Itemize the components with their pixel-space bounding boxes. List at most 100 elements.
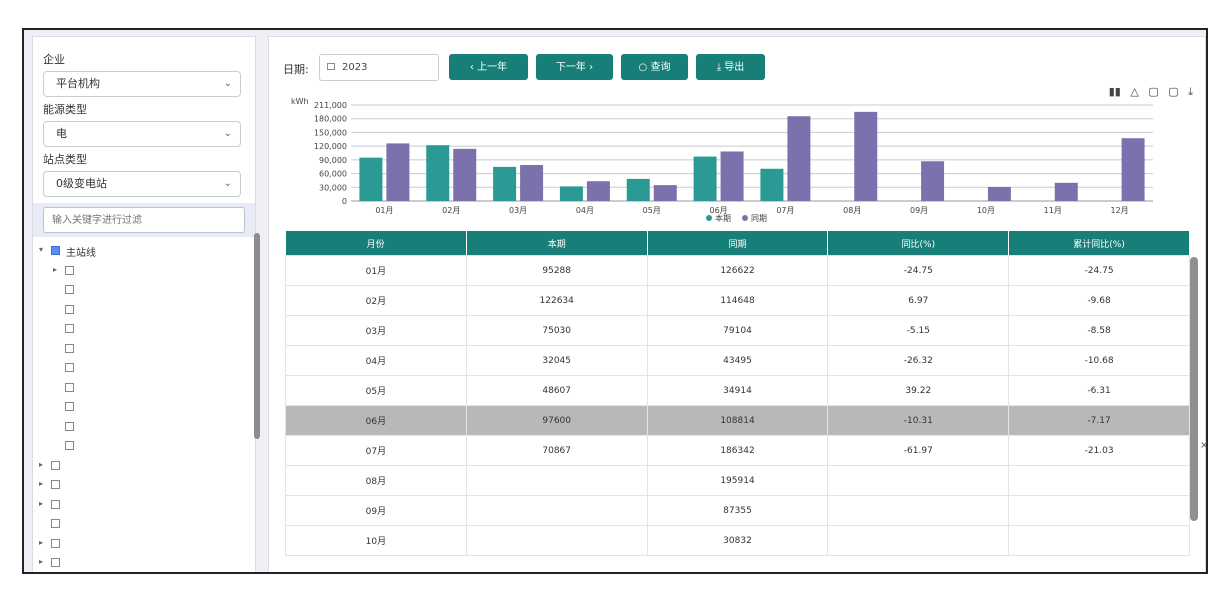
- next-year-button[interactable]: 下一年 ›: [536, 54, 613, 80]
- table-cell: 06月: [285, 405, 467, 436]
- legend-label: 同期: [751, 214, 767, 223]
- tree-node[interactable]: [33, 343, 243, 357]
- download-icon[interactable]: ⤓: [1188, 85, 1193, 98]
- tree-node-checkbox[interactable]: [51, 539, 60, 548]
- table-row[interactable]: 07月 70867 186342 -61.97 -21.03: [285, 435, 1190, 466]
- tree-node[interactable]: ▸: [33, 557, 243, 571]
- tree-node[interactable]: ▸: [33, 479, 243, 493]
- tree-node[interactable]: [33, 518, 243, 532]
- caret-right-icon[interactable]: ▸: [39, 538, 44, 547]
- tree-node[interactable]: ▸: [33, 538, 243, 552]
- year-picker[interactable]: 2023: [319, 54, 439, 81]
- table-cell: 70867: [465, 435, 648, 466]
- tree-node[interactable]: [33, 284, 243, 298]
- table-row[interactable]: 08月 195914: [285, 465, 1190, 496]
- bar-current: [493, 166, 517, 201]
- tree-node-root[interactable]: ▾ 主站线: [33, 245, 243, 259]
- tree-node[interactable]: ▸: [33, 460, 243, 474]
- tree-node-checkbox[interactable]: [65, 324, 74, 333]
- chevron-down-icon: ⌄: [223, 128, 232, 139]
- close-icon: ×: [1200, 440, 1209, 451]
- bar-previous: [1121, 138, 1145, 201]
- station-type-select[interactable]: 0级变电站 ⌄: [43, 171, 241, 197]
- tree-node[interactable]: [33, 401, 243, 415]
- x-tick-label: 10月: [977, 206, 995, 215]
- restore-icon[interactable]: ▢: [1148, 85, 1159, 98]
- tree-node-checkbox[interactable]: [65, 363, 74, 372]
- caret-right-icon[interactable]: ▸: [53, 265, 58, 274]
- tree-node[interactable]: ▸: [33, 499, 243, 513]
- table-cell: 79104: [646, 315, 829, 346]
- caret-right-icon[interactable]: ▸: [39, 460, 44, 469]
- tree-node-checkbox[interactable]: [51, 246, 60, 255]
- column-header[interactable]: 累计同比(%): [1008, 231, 1190, 256]
- energy-type-select[interactable]: 电 ⌄: [43, 121, 241, 147]
- table-row[interactable]: 03月 75030 79104 -5.15 -8.58: [285, 315, 1190, 346]
- tree-node-checkbox[interactable]: [65, 441, 74, 450]
- caret-right-icon[interactable]: ▸: [39, 479, 44, 488]
- tree-node-checkbox[interactable]: [65, 402, 74, 411]
- tree-node-checkbox[interactable]: [65, 266, 74, 275]
- table-cell: 186342: [646, 435, 829, 466]
- export-button[interactable]: ⤓ 导出: [696, 54, 765, 80]
- tree-node-checkbox[interactable]: [65, 344, 74, 353]
- table-cell: 75030: [465, 315, 648, 346]
- table-row[interactable]: 02月 122634 114648 6.97 -9.68: [285, 285, 1190, 316]
- column-header[interactable]: 同比(%): [827, 231, 1010, 256]
- bar-previous: [653, 185, 677, 201]
- tree-node-checkbox[interactable]: [51, 480, 60, 489]
- bar-previous: [921, 161, 945, 201]
- bar-chart-icon[interactable]: ▮▮: [1108, 85, 1121, 98]
- tree-node[interactable]: ▸: [33, 265, 243, 279]
- tree-node-checkbox[interactable]: [65, 383, 74, 392]
- caret-right-icon[interactable]: ▸: [39, 499, 44, 508]
- x-tick-label: 09月: [910, 206, 928, 215]
- bar-previous: [520, 165, 544, 201]
- tree-filter-input[interactable]: [43, 207, 245, 233]
- tree-node[interactable]: [33, 323, 243, 337]
- column-header[interactable]: 本期: [466, 231, 648, 256]
- stack-icon[interactable]: △: [1130, 85, 1139, 98]
- prev-year-button[interactable]: ‹ 上一年: [449, 54, 528, 80]
- tree-node-checkbox[interactable]: [51, 558, 60, 567]
- column-header[interactable]: 月份: [285, 231, 467, 256]
- enterprise-select[interactable]: 平台机构 ⌄: [43, 71, 241, 97]
- tree-node[interactable]: [33, 362, 243, 376]
- tree-node-checkbox[interactable]: [65, 422, 74, 431]
- query-button[interactable]: ○ 查询: [621, 54, 688, 80]
- tree-node[interactable]: [33, 440, 243, 454]
- table-row[interactable]: 10月 30832: [285, 525, 1190, 556]
- tree-node-checkbox[interactable]: [51, 519, 60, 528]
- table-cell: 02月: [285, 285, 467, 316]
- tree-node-checkbox[interactable]: [51, 461, 60, 470]
- chart-toolbox: ▮▮ △ ▢ ▢ ⤓: [1103, 85, 1193, 99]
- tree-node-checkbox[interactable]: [65, 285, 74, 294]
- tree-node-checkbox[interactable]: [65, 305, 74, 314]
- tree-node[interactable]: [33, 304, 243, 318]
- table-row[interactable]: 01月 95288 126622 -24.75 -24.75: [285, 255, 1190, 286]
- legend-marker: [706, 215, 712, 221]
- bar-previous: [386, 143, 410, 201]
- energy-type-label: 能源类型: [43, 103, 87, 116]
- tree-node[interactable]: [33, 382, 243, 396]
- table-row[interactable]: 06月 97600 108814 -10.31 -7.17: [285, 405, 1190, 436]
- table-row[interactable]: 09月 87355: [285, 495, 1190, 526]
- caret-right-icon[interactable]: ▸: [39, 557, 44, 566]
- tree-node-checkbox[interactable]: [51, 500, 60, 509]
- bar-previous: [586, 181, 610, 201]
- table-row[interactable]: 04月 32045 43495 -26.32 -10.68: [285, 345, 1190, 376]
- y-tick-label: 60,000: [319, 170, 347, 179]
- table-cell: 32045: [465, 345, 648, 376]
- x-tick-label: 01月: [375, 206, 393, 215]
- table-row[interactable]: 05月 48607 34914 39.22 -6.31: [285, 375, 1190, 406]
- tree-scrollbar[interactable]: [254, 233, 260, 439]
- table-cell: -24.75: [1008, 255, 1190, 286]
- bar-current: [693, 156, 717, 201]
- table-cell: -5.15: [827, 315, 1010, 346]
- column-header[interactable]: 同期: [647, 231, 829, 256]
- table-scrollbar[interactable]: [1190, 257, 1198, 521]
- caret-down-icon[interactable]: ▾: [39, 245, 44, 254]
- data-view-icon[interactable]: ▢: [1168, 85, 1179, 98]
- y-tick-label: 150,000: [314, 128, 347, 137]
- tree-node[interactable]: [33, 421, 243, 435]
